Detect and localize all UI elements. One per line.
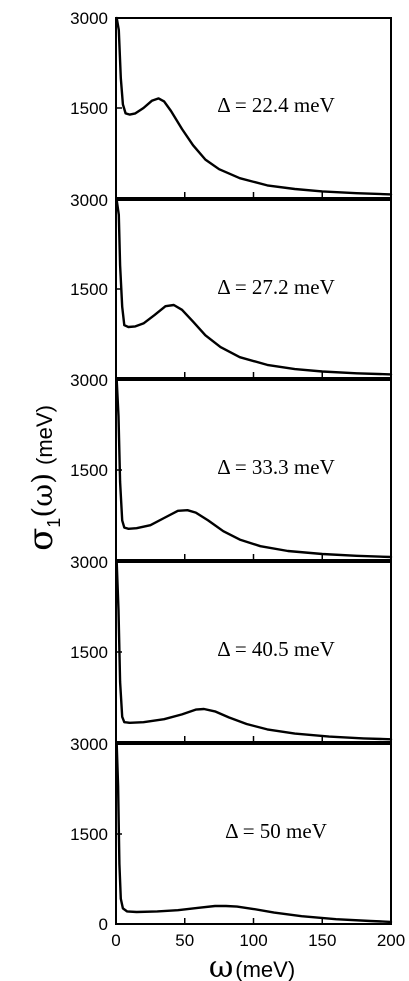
series-line-4: [115, 560, 393, 741]
series-line-1: [115, 16, 393, 196]
x-tick-label: 150: [308, 931, 336, 950]
panel-label-5: Δ = 50 meV: [225, 819, 327, 843]
y-tick-label: 3000: [70, 553, 108, 572]
y-tick-label: 3000: [70, 371, 108, 390]
x-tick-label: 50: [175, 931, 194, 950]
panel-label-3: Δ = 33.3 meV: [217, 455, 335, 479]
y-tick-label: 3000: [70, 9, 108, 28]
y-tick-label: 1500: [70, 280, 108, 299]
y-tick-label: 3000: [70, 735, 108, 754]
y-axis-title: σ1(ω)(meV): [21, 405, 64, 551]
x-tick-label: 200: [377, 931, 405, 950]
y-tick-label: 1500: [70, 825, 108, 844]
panel-label-1: Δ = 22.4 meV: [217, 93, 335, 117]
y-tick-label: 3000: [70, 191, 108, 210]
y-tick-label: 1500: [70, 643, 108, 662]
x-tick-label: 0: [111, 931, 120, 950]
y-tick-label: 0: [99, 915, 108, 934]
panel-label-2: Δ = 27.2 meV: [217, 275, 335, 299]
series-line-2: [115, 198, 393, 376]
series-line-3: [115, 378, 393, 559]
x-axis-title: ω(meV): [209, 950, 295, 981]
panel-label-4: Δ = 40.5 meV: [217, 637, 335, 661]
series-line-5: [115, 742, 393, 924]
y-tick-label: 1500: [70, 461, 108, 480]
x-tick-label: 100: [239, 931, 267, 950]
y-tick-label: 1500: [70, 99, 108, 118]
